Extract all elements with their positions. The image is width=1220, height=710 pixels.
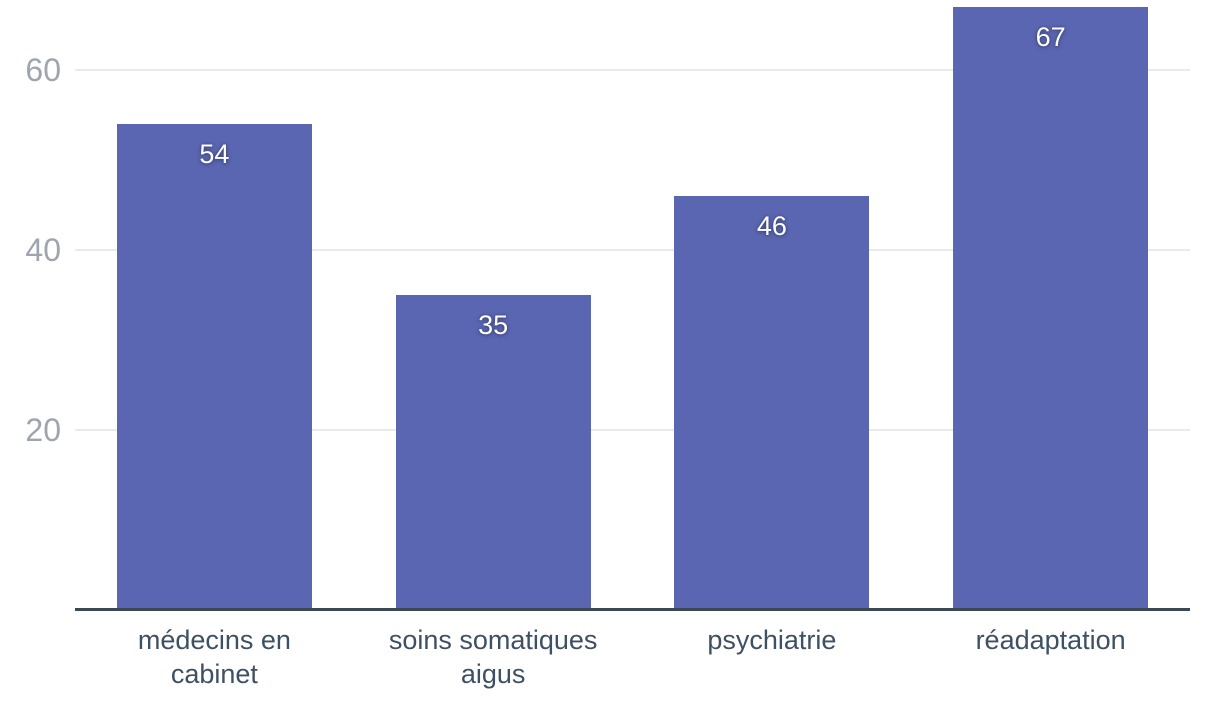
x-axis-label-slot: soins somatiques aigus bbox=[354, 623, 633, 691]
x-axis-label: réadaptation bbox=[975, 625, 1126, 655]
gridline-60 bbox=[75, 69, 1190, 72]
bar-soins somatiques aigus: 35 bbox=[395, 295, 591, 610]
bar-slot: 67 bbox=[911, 0, 1190, 610]
bars-container: 54 35 46 67 bbox=[75, 0, 1190, 610]
bar-psychiatrie: 46 bbox=[674, 196, 870, 610]
plot-area: 54 35 46 67 20 40 60 bbox=[25, 0, 1190, 611]
y-tick-label-40: 40 bbox=[25, 232, 61, 269]
x-axis-label: soins somatiques aigus bbox=[388, 625, 598, 689]
gridline-20 bbox=[75, 429, 1190, 432]
bar-value-label: 46 bbox=[756, 211, 787, 242]
x-axis-label: médecins en cabinet bbox=[137, 625, 291, 689]
bar-value-label: 54 bbox=[199, 139, 230, 170]
bar-médecins en cabinet: 54 bbox=[116, 124, 312, 610]
x-axis-label: psychiatrie bbox=[707, 625, 837, 655]
bar-value-label: 67 bbox=[1035, 22, 1066, 53]
gridline-40 bbox=[75, 249, 1190, 252]
x-axis-label-slot: médecins en cabinet bbox=[75, 623, 354, 691]
x-axis-labels: médecins en cabinet soins somatiques aigu… bbox=[75, 610, 1190, 691]
x-axis-label-slot: psychiatrie bbox=[633, 623, 912, 691]
bar-slot: 46 bbox=[633, 0, 912, 610]
bar-slot: 35 bbox=[354, 0, 633, 610]
x-axis-line bbox=[75, 608, 1190, 611]
x-axis-label-slot: réadaptation bbox=[911, 623, 1190, 691]
bar-slot: 54 bbox=[75, 0, 354, 610]
bar-value-label: 35 bbox=[478, 310, 509, 341]
y-tick-label-20: 20 bbox=[25, 412, 61, 449]
bar-réadaptation: 67 bbox=[953, 7, 1149, 610]
y-tick-label-60: 60 bbox=[25, 52, 61, 89]
